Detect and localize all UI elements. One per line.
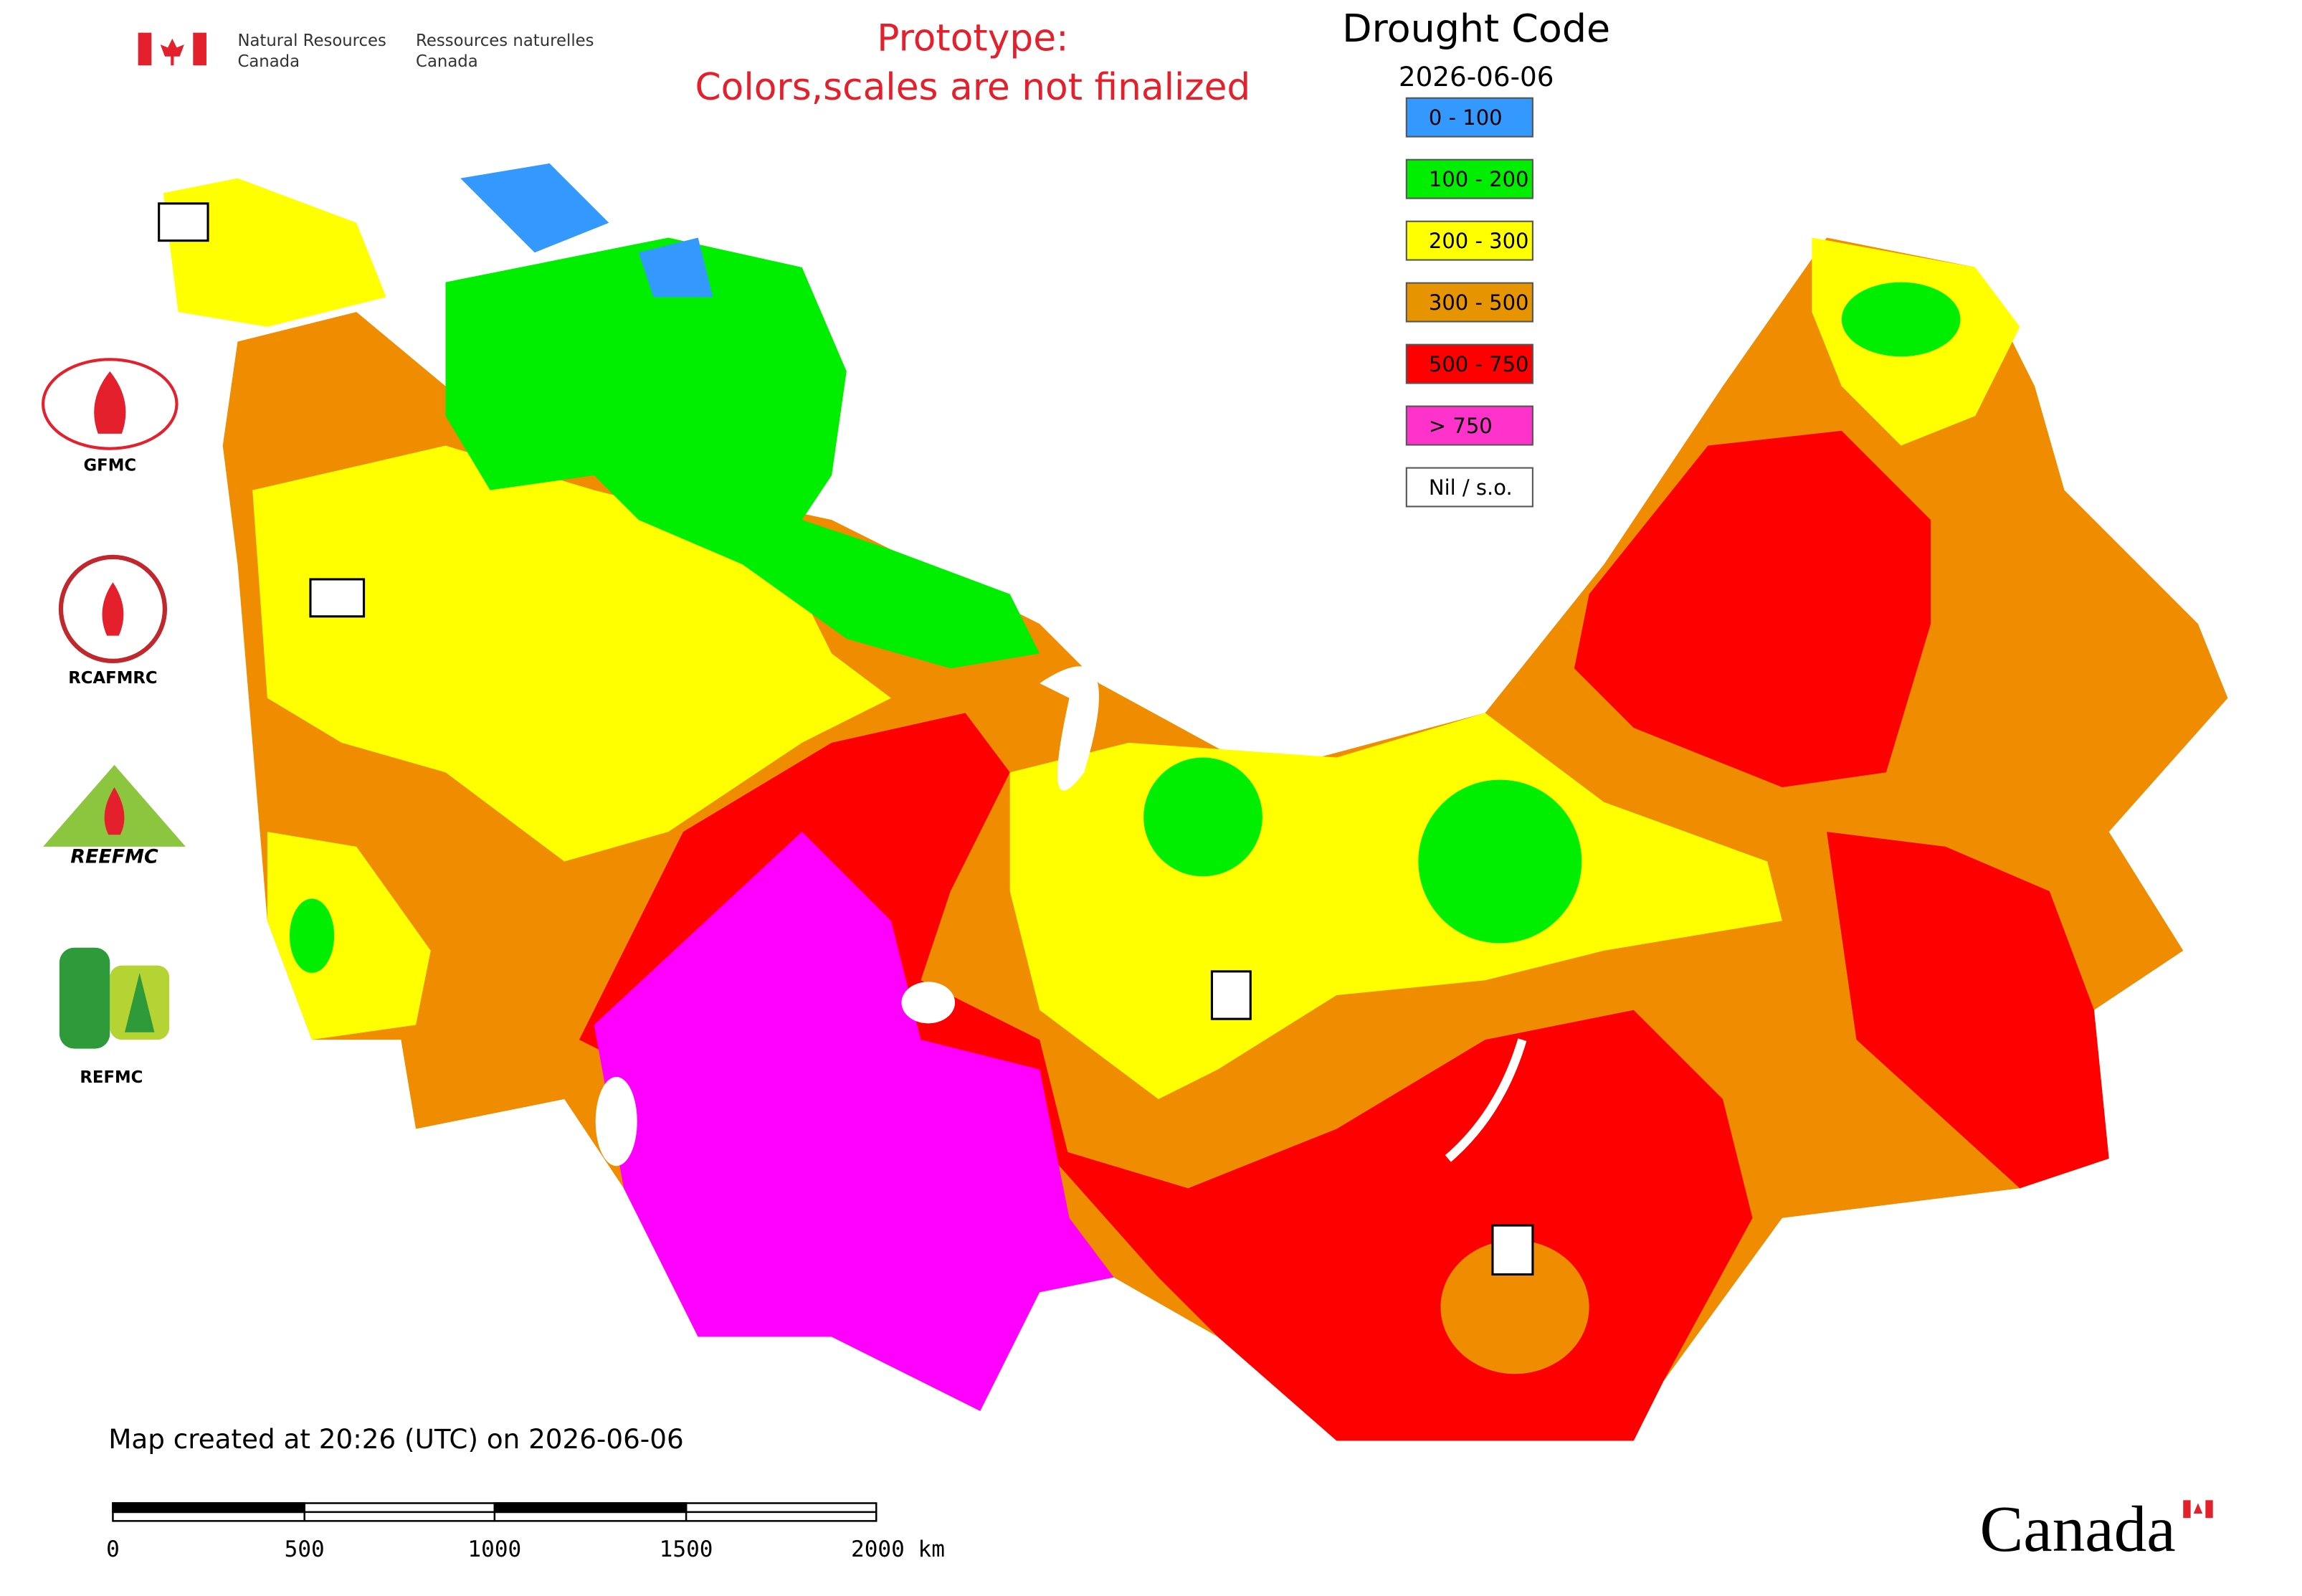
scale-label: 2000 km — [851, 1536, 945, 1562]
wordmark: Canada — [1979, 1493, 2175, 1565]
legend-label: 0 - 100 — [1429, 105, 1503, 130]
legend-label: 500 - 750 — [1429, 352, 1529, 376]
legend-swatch — [1405, 220, 1533, 261]
agency-en-1: Natural Resources — [237, 32, 386, 50]
scale-label: 500 — [285, 1536, 325, 1562]
legend: 0 - 100 100 - 200 200 - 300 300 - 500 500 - … — [1405, 97, 1533, 508]
legend-label: > 750 — [1429, 414, 1493, 438]
legend-label: 200 - 300 — [1429, 229, 1529, 253]
logo-label: REFMC — [80, 1068, 143, 1087]
legend-swatch — [1405, 343, 1533, 384]
legend-swatch — [1405, 405, 1533, 446]
created-note: Map created at 20:26 (UTC) on 2026-06-06 — [108, 1423, 683, 1455]
agency-fr-1: Ressources naturelles — [416, 32, 594, 50]
scale-label: 0 — [106, 1536, 120, 1562]
legend-swatch — [1405, 282, 1533, 323]
scale-bar — [112, 1502, 877, 1522]
scale-labels: 0 500 1000 1500 2000 km — [106, 1536, 945, 1562]
legend-swatch — [1405, 467, 1533, 508]
legend-swatch — [1405, 97, 1533, 138]
legend-label: 100 - 200 — [1429, 167, 1529, 191]
canada-wordmark: Canada — [1979, 1493, 2213, 1565]
legend-date: 2026-06-06 — [1399, 61, 1554, 92]
legend-label: 300 - 500 — [1429, 290, 1529, 315]
agency-en-2: Canada — [237, 52, 300, 71]
legend-title: Drought Code — [1342, 6, 1610, 51]
scale-label: 1000 — [467, 1536, 521, 1562]
logo-label: RCAFMRC — [68, 669, 157, 688]
map — [163, 163, 2228, 1441]
map-badges — [158, 202, 1534, 1276]
notice-line-2: Colors,scales are not finalized — [695, 66, 1251, 109]
legend-swatch — [1405, 158, 1533, 199]
scale-label: 1500 — [660, 1536, 713, 1562]
notice-line-1: Prototype: — [877, 16, 1068, 60]
agency-fr-2: Canada — [416, 52, 478, 71]
logo-label: GFMC — [83, 457, 136, 475]
legend-label: Nil / s.o. — [1429, 475, 1513, 500]
nrcan-signature: Natural Resources Canada Ressources natu… — [138, 32, 594, 71]
logos: GFMC RCAFMRC REEFMC REFMC — [42, 358, 186, 1087]
logo-label: REEFMC — [70, 846, 158, 868]
